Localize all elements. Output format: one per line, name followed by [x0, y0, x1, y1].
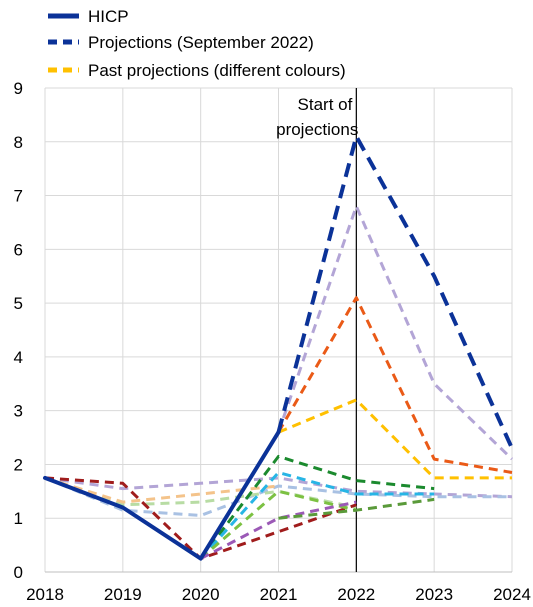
- x-tick-label: 2024: [493, 585, 531, 604]
- y-tick-label: 8: [14, 133, 23, 152]
- legend-label-1: HICP: [88, 7, 129, 26]
- x-axis-ticks: 2018 2019 2020 2021 2022 2023 2024: [26, 585, 531, 604]
- series-past-projection-13: [200, 500, 357, 560]
- series-past-projection-3: [44, 476, 512, 517]
- series-past-projection-14: [278, 497, 435, 520]
- series-past-projection-12: [199, 489, 357, 560]
- y-tick-label: 1: [14, 509, 23, 528]
- annotation-line2: projections: [276, 120, 358, 139]
- y-axis-ticks: 0 1 2 3 4 5 6 7 8 9: [14, 79, 23, 582]
- grid: [44, 87, 513, 573]
- x-tick-label: 2019: [104, 585, 142, 604]
- series-past-projection-10: [199, 454, 435, 560]
- y-tick-label: 9: [14, 79, 23, 98]
- series-past-projection-9: [277, 398, 512, 480]
- series-hicp: [43, 430, 281, 561]
- series-projections-september-2022: [276, 134, 514, 450]
- y-tick-label: 2: [14, 455, 23, 474]
- projection-annotation: Start of projections: [276, 95, 358, 139]
- x-tick-label: 2018: [26, 585, 64, 604]
- x-tick-label: 2020: [182, 585, 220, 604]
- x-tick-label: 2022: [337, 585, 375, 604]
- x-tick-label: 2021: [260, 585, 298, 604]
- y-tick-label: 5: [14, 294, 23, 313]
- legend-label-2: Projections (September 2022): [88, 33, 314, 52]
- series-past-projection-5: [44, 476, 279, 504]
- y-tick-label: 0: [14, 563, 23, 582]
- series-past-projection-7: [277, 204, 514, 461]
- y-tick-label: 7: [14, 187, 23, 206]
- annotation-line1: Start of: [298, 95, 353, 114]
- legend: HICP Projections (September 2022) Past pro…: [48, 7, 346, 80]
- legend-label-3: Past projections (different colours): [88, 61, 346, 80]
- series-past-projection-8: [277, 296, 513, 474]
- y-tick-label: 4: [14, 348, 23, 367]
- series-past-projection-11: [199, 471, 435, 560]
- series-lines: [43, 134, 514, 561]
- y-tick-label: 3: [14, 402, 23, 421]
- x-tick-label: 2023: [415, 585, 453, 604]
- y-tick-label: 6: [14, 240, 23, 259]
